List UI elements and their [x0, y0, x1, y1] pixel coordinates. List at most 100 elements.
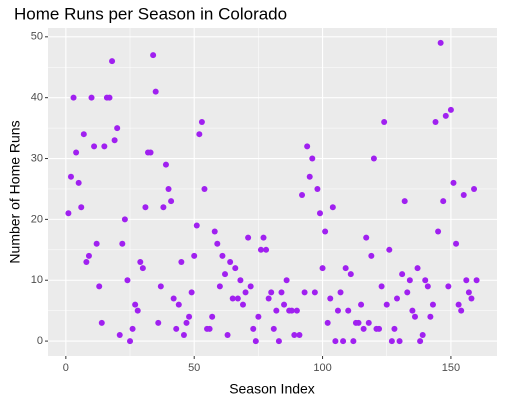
point — [281, 301, 288, 308]
point — [162, 161, 169, 168]
point — [101, 143, 108, 150]
point — [239, 301, 246, 308]
point — [119, 240, 126, 247]
point — [337, 289, 344, 296]
point — [152, 88, 159, 95]
point — [432, 119, 439, 126]
point — [378, 283, 385, 290]
point — [232, 265, 239, 272]
point — [442, 112, 449, 119]
point — [139, 265, 146, 272]
point — [296, 332, 303, 339]
point — [381, 119, 388, 126]
point — [242, 289, 249, 296]
x-axis-label: Season Index — [229, 381, 315, 397]
point — [198, 119, 205, 126]
point — [229, 295, 236, 302]
point — [293, 307, 300, 314]
point — [155, 319, 162, 326]
point — [67, 173, 74, 180]
point — [88, 94, 95, 101]
point — [275, 338, 282, 345]
point — [98, 319, 105, 326]
point — [245, 234, 252, 241]
point — [265, 295, 272, 302]
point — [417, 338, 424, 345]
point — [396, 338, 403, 345]
point — [450, 179, 457, 186]
point — [201, 185, 208, 192]
point — [109, 58, 116, 65]
point — [263, 246, 270, 253]
point — [85, 252, 92, 259]
point — [255, 313, 262, 320]
point — [165, 185, 172, 192]
point — [278, 289, 285, 296]
point — [401, 198, 408, 205]
point — [234, 295, 241, 302]
point — [252, 338, 259, 345]
point — [257, 246, 264, 253]
point — [422, 277, 429, 284]
point — [73, 149, 80, 156]
point — [250, 325, 257, 332]
point — [447, 106, 454, 113]
point — [414, 265, 421, 272]
point — [309, 155, 316, 162]
point — [445, 283, 452, 290]
y-tick-label: 0 — [37, 335, 43, 347]
point — [114, 125, 121, 132]
point — [304, 143, 311, 150]
point — [319, 265, 326, 272]
point — [193, 222, 200, 229]
point — [180, 332, 187, 339]
point — [134, 307, 141, 314]
point — [332, 338, 339, 345]
point — [370, 155, 377, 162]
point — [350, 338, 357, 345]
point — [191, 252, 198, 259]
point — [334, 307, 341, 314]
point — [227, 258, 234, 265]
point — [316, 210, 323, 217]
point — [360, 325, 367, 332]
point — [473, 277, 480, 284]
point — [178, 258, 185, 265]
point — [383, 301, 390, 308]
point — [214, 240, 221, 247]
point — [399, 271, 406, 278]
point — [80, 131, 87, 138]
point — [411, 313, 418, 320]
point — [142, 204, 149, 211]
point — [342, 265, 349, 272]
point — [211, 228, 218, 235]
x-tick-label: 0 — [63, 362, 69, 374]
point — [358, 301, 365, 308]
chart-title: Home Runs per Season in Colorado — [14, 4, 287, 23]
point — [147, 149, 154, 156]
point — [440, 198, 447, 205]
point — [322, 228, 329, 235]
point — [116, 332, 123, 339]
point — [170, 295, 177, 302]
point — [355, 319, 362, 326]
point — [183, 319, 190, 326]
point — [216, 283, 223, 290]
point — [368, 252, 375, 259]
point — [471, 185, 478, 192]
point — [206, 325, 213, 332]
y-tick-label: 50 — [31, 31, 43, 43]
point — [157, 283, 164, 290]
point — [124, 277, 131, 284]
point — [65, 210, 72, 217]
point — [424, 283, 431, 290]
point — [437, 39, 444, 46]
point — [273, 307, 280, 314]
point — [363, 234, 370, 241]
point — [150, 52, 157, 59]
y-tick-label: 40 — [31, 92, 43, 104]
point — [173, 325, 180, 332]
point — [175, 301, 182, 308]
point — [237, 277, 244, 284]
point — [106, 94, 113, 101]
